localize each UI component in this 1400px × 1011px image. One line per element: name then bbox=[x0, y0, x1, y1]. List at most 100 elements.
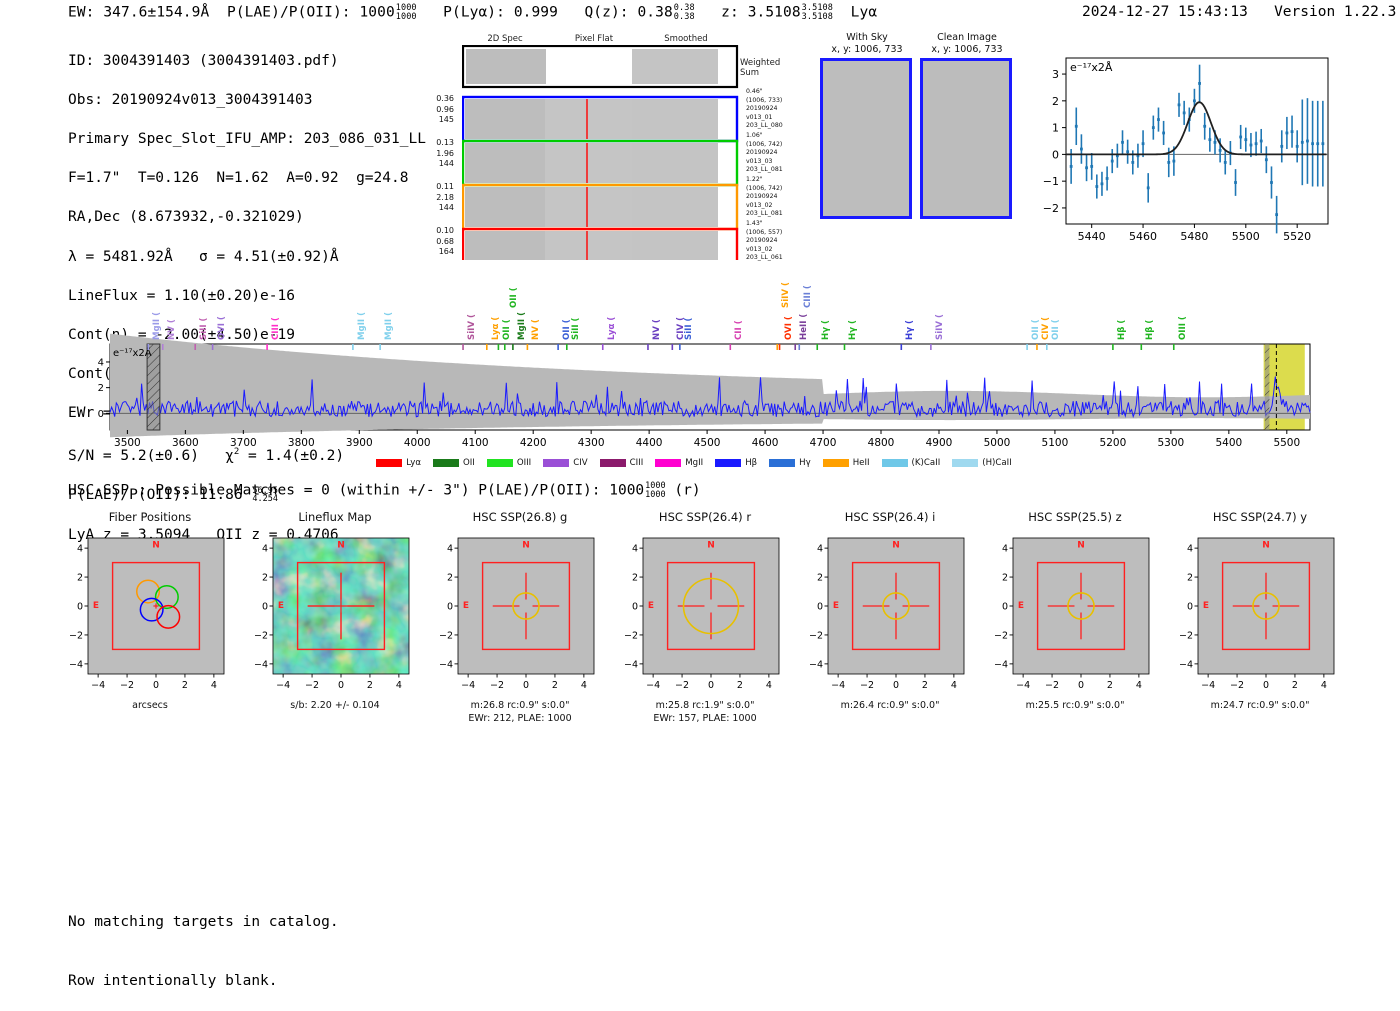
cutout-image[interactable]: N E −4 −4 −2 −2 0 0 2 2 4 4 bbox=[245, 528, 425, 700]
legend-entry: (K)CaII bbox=[881, 458, 940, 468]
emission-line-label: MgII ( bbox=[516, 311, 527, 340]
legend-label: OII bbox=[463, 458, 475, 468]
axis-tick: 4 bbox=[766, 680, 772, 691]
svg-text:5440: 5440 bbox=[1078, 230, 1106, 243]
axis-tick: 4 bbox=[1187, 544, 1193, 555]
info-line-obs: Obs: 20190924v013_3004391403 bbox=[68, 91, 313, 108]
axis-tick: −4 bbox=[624, 659, 638, 670]
col-header-smoothed: Smoothed bbox=[664, 34, 708, 44]
plae-ratio-hi: 56.95 bbox=[252, 485, 278, 496]
error-band bbox=[110, 333, 1310, 438]
aperture-circle bbox=[512, 592, 540, 620]
emission-line-label: Hβ ( bbox=[1116, 319, 1127, 340]
plya-label: P(Lyα): bbox=[443, 4, 505, 21]
svg-text:−2: −2 bbox=[1043, 202, 1059, 215]
cutout-image[interactable]: N E −4 −4 −2 −2 0 0 2 2 4 4 bbox=[60, 528, 240, 700]
legend-entry: (H)CaII bbox=[952, 458, 1012, 468]
axis-tick: −4 bbox=[439, 659, 453, 670]
axis-tick: 2 bbox=[1002, 572, 1008, 583]
weighted-sum-strip bbox=[462, 45, 739, 89]
svg-text:4200: 4200 bbox=[520, 437, 547, 449]
hsc-frac-hi: 1000 bbox=[645, 481, 666, 491]
clean-image-thumb: Clean Image x, y: 1006, 733 bbox=[920, 32, 1014, 220]
fiber-meta: 1.43" (1006, 557) 20190924 v013_02 203_L… bbox=[746, 220, 783, 262]
cutout-panel-hsc-ssp-r[interactable]: HSC SSP(26.4) r N E −4 −4 −2 −2 0 0 2 2 4 4 m:25.8 rc… bbox=[615, 510, 795, 740]
axis-tick: 0 bbox=[708, 680, 714, 691]
axis-tick: 2 bbox=[552, 680, 558, 691]
col-header-pixel-flat: Pixel Flat bbox=[574, 34, 614, 44]
cutout-title: HSC SSP(26.4) r bbox=[658, 510, 752, 524]
cutout-panel-hsc-ssp-g[interactable]: HSC SSP(26.8) g N E −4 −4 −2 −2 0 0 2 2 4 4 m:26.8 rc… bbox=[430, 510, 610, 740]
svg-text:5460: 5460 bbox=[1129, 230, 1157, 243]
with-sky-thumb: With Sky x, y: 1006, 733 bbox=[820, 32, 914, 220]
svg-text:5100: 5100 bbox=[1042, 437, 1069, 449]
legend-label: HeII bbox=[852, 458, 870, 468]
header-summary-line: EW: 347.6±154.9Å P(LAE)/P(OII): 1000 1000… bbox=[68, 4, 877, 21]
plya-value: 0.999 bbox=[513, 4, 558, 21]
plae-label: P(LAE)/P(OII): bbox=[226, 4, 351, 21]
cutout-image[interactable]: N E −4 −4 −2 −2 0 0 2 2 4 4 bbox=[800, 528, 980, 700]
axis-tick: 0 bbox=[262, 601, 268, 612]
axis-tick: −2 bbox=[254, 630, 268, 641]
emission-line-label: Hγ ( bbox=[848, 320, 859, 340]
version-label: Version 1.22.3 bbox=[1274, 4, 1397, 20]
axis-tick: 0 bbox=[523, 680, 529, 691]
cutout-image[interactable]: N E −4 −4 −2 −2 0 0 2 2 4 4 bbox=[1170, 528, 1350, 700]
full-spectrum-svg: e⁻¹⁷x2Å 0 2 4 3500 3600 3700 3800 3900 4000 4100 42… bbox=[98, 333, 1311, 449]
cutout-image[interactable]: N E −4 −4 −2 −2 0 0 2 2 4 4 bbox=[615, 528, 795, 700]
cutout-panel-hsc-ssp-z[interactable]: HSC SSP(25.5) z N E −4 −4 −2 −2 0 0 2 2 4 4 m:25.5 rc… bbox=[985, 510, 1165, 740]
legend-swatch bbox=[486, 459, 513, 467]
axis-tick: 4 bbox=[1136, 680, 1142, 691]
cutout-subtext-2: EWr: 212, PLAE: 1000 bbox=[468, 713, 572, 724]
with-sky-title: With Sky bbox=[846, 32, 888, 43]
axis-tick: 4 bbox=[581, 680, 587, 691]
axis-tick: 4 bbox=[211, 680, 217, 691]
legend-label: Hγ bbox=[799, 458, 811, 468]
legend-entry: HeII bbox=[822, 458, 870, 468]
svg-text:4: 4 bbox=[98, 357, 104, 368]
svg-text:5000: 5000 bbox=[984, 437, 1011, 449]
clean-image-title: Clean Image bbox=[937, 32, 997, 43]
axis-tick: −4 bbox=[809, 659, 823, 670]
fiber-circle bbox=[136, 579, 161, 604]
emission-line-label: MgII ( bbox=[152, 311, 163, 340]
emission-line-label: OII ( bbox=[1050, 319, 1061, 340]
clean-image-pixels bbox=[920, 58, 1012, 219]
svg-text:2: 2 bbox=[1052, 95, 1059, 108]
north-label: N bbox=[522, 540, 530, 550]
cutout-panel-fiber-positions[interactable]: Fiber Positions N E −4 −4 −2 −2 0 0 2 2 4 4 arcsecs bbox=[60, 510, 240, 740]
svg-text:3: 3 bbox=[1052, 68, 1059, 81]
qz-value: 0.38 bbox=[637, 4, 673, 21]
axis-tick: 2 bbox=[262, 572, 268, 583]
svg-text:3900: 3900 bbox=[346, 437, 373, 449]
cutout-title: Fiber Positions bbox=[108, 510, 192, 524]
legend-label: (H)CaII bbox=[982, 458, 1012, 468]
axis-tick: −4 bbox=[646, 680, 660, 691]
svg-text:4900: 4900 bbox=[926, 437, 953, 449]
axis-tick: 2 bbox=[1292, 680, 1298, 691]
svg-text:4700: 4700 bbox=[810, 437, 837, 449]
axis-tick: 0 bbox=[1078, 680, 1084, 691]
north-label: N bbox=[707, 540, 715, 550]
cutout-image[interactable]: N E −4 −4 −2 −2 0 0 2 2 4 4 bbox=[985, 528, 1165, 700]
legend-swatch bbox=[433, 459, 459, 467]
snr-text: S/N = 5.2(±0.6) bbox=[68, 448, 226, 465]
cutout-panel-hsc-ssp-i[interactable]: HSC SSP(26.4) i N E −4 −4 −2 −2 0 0 2 2 4 4 m:26.4 rc… bbox=[800, 510, 980, 740]
region-box bbox=[481, 561, 571, 651]
plae-ratio-text: P(LAE)/P(OII): 11.86 bbox=[68, 487, 243, 504]
emission-line-label: OII ( bbox=[502, 319, 513, 340]
svg-text:1: 1 bbox=[1052, 122, 1059, 135]
emission-line-label: OIII ( bbox=[1177, 316, 1188, 340]
z-hi: 3.5108 bbox=[801, 3, 833, 13]
spec-strips-svg bbox=[462, 45, 739, 260]
axis-tick: −4 bbox=[254, 659, 268, 670]
cutout-panel-lineflux-map[interactable]: Lineflux Map N E −4 −4 −2 −2 0 0 2 2 4 4 s/b: 2.20 +/… bbox=[245, 510, 425, 740]
cutout-title: HSC SSP(26.4) i bbox=[844, 510, 936, 524]
north-label: N bbox=[892, 540, 900, 550]
fiber-strip bbox=[462, 183, 739, 231]
cutout-panel-hsc-ssp-y[interactable]: HSC SSP(24.7) y N E −4 −4 −2 −2 0 0 2 2 4 4 m:24.7 rc… bbox=[1170, 510, 1350, 740]
cutout-image[interactable]: N E −4 −4 −2 −2 0 0 2 2 4 4 bbox=[430, 528, 610, 700]
east-label: E bbox=[463, 601, 469, 611]
timestamp: 2024-12-27 15:43:13 bbox=[1082, 4, 1248, 20]
header-timestamp-version: 2024-12-27 15:43:13 Version 1.22.3 bbox=[1082, 4, 1396, 20]
